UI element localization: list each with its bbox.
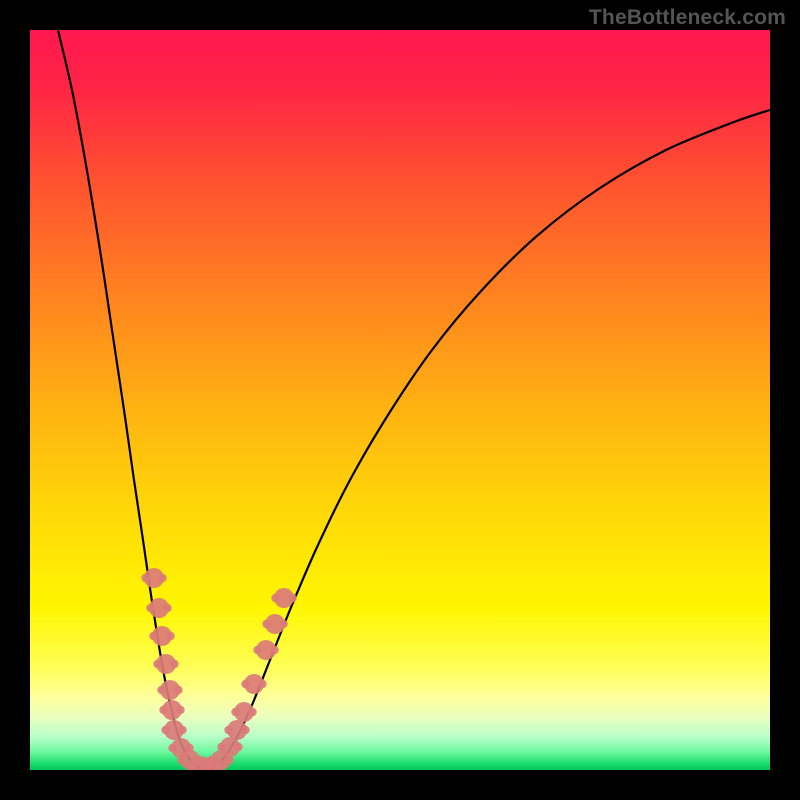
watermark-label: TheBottleneck.com: [589, 6, 786, 30]
chart-container: TheBottleneck.com: [0, 0, 800, 800]
bottleneck-chart: [0, 0, 800, 800]
gradient-background: [30, 30, 770, 770]
